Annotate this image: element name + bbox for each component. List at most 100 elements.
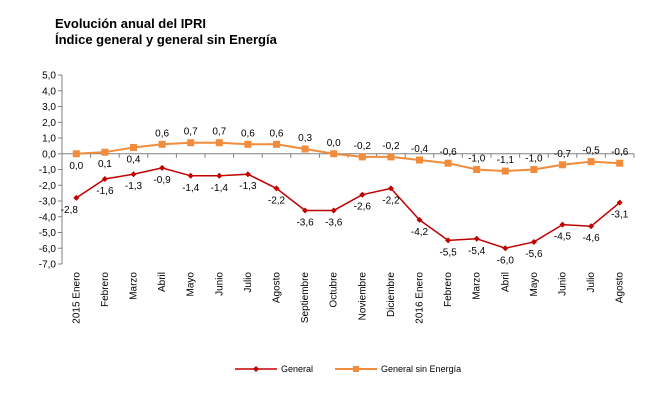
x-tick-label: 2015 Enero bbox=[71, 272, 82, 324]
data-label-general-sin-energia: 0,1 bbox=[98, 159, 112, 170]
chart-legend: General General sin Energía bbox=[235, 364, 483, 374]
y-tick-label: -6,0 bbox=[39, 244, 57, 255]
data-label-general-sin-energia: -0,6 bbox=[611, 147, 629, 158]
y-tick-label: -1,0 bbox=[39, 165, 57, 176]
x-tick-label: Junio bbox=[558, 272, 569, 296]
data-point-general bbox=[530, 238, 537, 245]
data-label-general: -1,4 bbox=[182, 183, 200, 194]
data-point-general-sin-energia bbox=[158, 140, 166, 148]
data-point-general bbox=[73, 194, 80, 201]
legend-item-general-sin-energia: General sin Energía bbox=[335, 364, 461, 374]
data-point-general bbox=[473, 235, 480, 242]
data-point-general bbox=[130, 171, 137, 178]
y-tick-label: -5,0 bbox=[39, 228, 57, 239]
data-label-general-sin-energia: 0,7 bbox=[212, 127, 226, 138]
x-tick-label: 2016 Enero bbox=[415, 272, 426, 324]
x-tick-label: Julio bbox=[586, 272, 597, 293]
data-point-general bbox=[588, 223, 595, 230]
data-label-general: -4,2 bbox=[411, 227, 429, 238]
y-tick-label: 5,0 bbox=[42, 71, 56, 82]
x-tick-label: Noviembre bbox=[357, 272, 368, 321]
data-label-general: -2,2 bbox=[268, 195, 286, 206]
x-tick-label: Agosto bbox=[272, 272, 283, 304]
x-tick-label: Abril bbox=[500, 272, 511, 292]
data-point-general bbox=[616, 199, 623, 206]
data-label-general-sin-energia: -0,7 bbox=[554, 149, 572, 160]
data-point-general bbox=[416, 216, 423, 223]
legend-label-general-sin-energia: General sin Energía bbox=[381, 364, 462, 374]
data-label-general-sin-energia: 0,0 bbox=[327, 138, 341, 149]
data-point-general bbox=[559, 221, 566, 228]
data-point-general-sin-energia bbox=[330, 150, 338, 158]
data-label-general: -1,3 bbox=[125, 181, 143, 192]
data-label-general: -2,8 bbox=[61, 205, 79, 216]
x-tick-label: Julio bbox=[243, 272, 254, 293]
data-point-general bbox=[101, 175, 108, 182]
series-line-general bbox=[75, 167, 621, 250]
y-tick-label: 4,0 bbox=[42, 86, 56, 97]
legend-swatch-general bbox=[235, 366, 277, 372]
y-tick-label: 2,0 bbox=[42, 118, 56, 129]
x-tick-label: Junio bbox=[214, 272, 225, 296]
data-label-general: -3,6 bbox=[325, 217, 343, 228]
data-label-general-sin-energia: -0,2 bbox=[382, 141, 400, 152]
x-tick-label: Mayo bbox=[529, 272, 540, 297]
chart-title: Evolución anual del IPRI bbox=[55, 16, 206, 31]
data-point-general bbox=[502, 245, 509, 252]
data-label-general: -2,6 bbox=[354, 202, 372, 213]
data-point-general bbox=[387, 185, 394, 192]
data-point-general-sin-energia bbox=[587, 158, 595, 166]
x-tick-label: Octubre bbox=[329, 272, 340, 308]
data-point-general-sin-energia bbox=[416, 156, 423, 164]
data-label-general-sin-energia: 0,6 bbox=[155, 128, 169, 139]
x-tick-label: Febrero bbox=[100, 272, 111, 307]
data-label-general-sin-energia: -1,1 bbox=[497, 155, 515, 166]
data-point-general-sin-energia bbox=[130, 143, 137, 151]
data-point-general bbox=[273, 185, 280, 192]
data-label-general-sin-energia: 0,6 bbox=[241, 128, 255, 139]
data-point-general-sin-energia bbox=[616, 159, 624, 167]
y-tick-label: 0,0 bbox=[42, 149, 56, 160]
data-label-general: -3,1 bbox=[611, 210, 629, 221]
x-tick-label: Mayo bbox=[186, 272, 197, 297]
chart-subtitle: Índice general y general sin Energía bbox=[55, 32, 277, 47]
data-point-general-sin-energia bbox=[187, 139, 195, 147]
data-point-general-sin-energia bbox=[444, 159, 452, 167]
x-tick-label: Marzo bbox=[472, 272, 483, 300]
data-point-general-sin-energia bbox=[101, 148, 109, 156]
data-label-general: -2,2 bbox=[382, 195, 400, 206]
data-label-general: -4,5 bbox=[554, 232, 572, 243]
data-label-general: -3,6 bbox=[296, 217, 314, 228]
data-label-general-sin-energia: -0,6 bbox=[439, 147, 457, 158]
legend-swatch-general-sin-energia bbox=[335, 366, 378, 372]
data-point-general bbox=[445, 237, 452, 244]
data-label-general: -1,3 bbox=[239, 181, 257, 192]
data-point-general-sin-energia bbox=[273, 140, 280, 148]
chart-title-block: Evolución anual del IPRI Índice general … bbox=[55, 16, 277, 48]
data-point-general-sin-energia bbox=[358, 153, 366, 161]
y-tick-label: 3,0 bbox=[42, 102, 56, 113]
data-label-general-sin-energia: -1,0 bbox=[468, 154, 486, 165]
data-label-general: -5,6 bbox=[525, 249, 543, 260]
data-point-general-sin-energia bbox=[559, 161, 566, 169]
data-label-general: -4,6 bbox=[582, 233, 600, 244]
data-point-general bbox=[216, 172, 223, 179]
data-point-general-sin-energia bbox=[501, 167, 509, 175]
data-label-general-sin-energia: 0,7 bbox=[184, 127, 198, 138]
series-line-general-sin-energia bbox=[76, 141, 620, 173]
y-tick-label: -2,0 bbox=[39, 181, 57, 192]
data-point-general-sin-energia bbox=[72, 150, 80, 158]
y-tick-label: -4,0 bbox=[39, 212, 57, 223]
data-label-general-sin-energia: 0,0 bbox=[69, 161, 83, 172]
y-tick-label: 1,0 bbox=[42, 134, 56, 145]
data-point-general bbox=[330, 207, 337, 214]
y-tick-label: -3,0 bbox=[39, 197, 57, 208]
data-label-general-sin-energia: 0,3 bbox=[298, 133, 312, 144]
x-tick-label: Febrero bbox=[443, 272, 454, 307]
data-label-general-sin-energia: 0,4 bbox=[127, 154, 141, 165]
data-label-general: -1,6 bbox=[96, 186, 114, 197]
legend-item-general: General bbox=[235, 364, 313, 374]
data-label-general: -5,5 bbox=[439, 247, 457, 258]
data-label-general-sin-energia: -0,2 bbox=[354, 141, 372, 152]
